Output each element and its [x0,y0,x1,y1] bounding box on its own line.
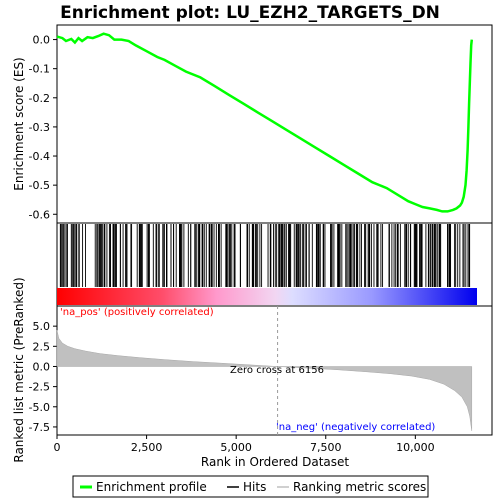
negative-correlation-label: 'na_neg' (negatively correlated) [276,422,435,433]
metric-y-tick-label: 0.0 [33,360,51,373]
enrichment-profile-line [56,32,474,213]
legend-profile-label: Enrichment profile [96,480,207,494]
x-tick-label: 5,000 [220,441,252,454]
x-tick-label: 10,000 [396,441,435,454]
es-y-tick-label: -0.2 [29,92,50,105]
legend-box [72,475,429,498]
metric-y-tick-label: -2.5 [29,381,50,394]
es-y-tick-label: -0.3 [29,121,50,134]
es-y-ticks: 0.0 -0.1 -0.2 -0.3 -0.4 -0.5 -0.6 [29,34,57,221]
es-y-tick-label: -0.6 [29,208,50,221]
es-y-tick-label: -0.4 [29,150,50,163]
x-tick-label: 7,500 [310,441,342,454]
x-tick-label: 0 [54,441,61,454]
metric-panel-frame [56,305,493,436]
x-axis-ticks: 0 2,500 5,000 7,500 10,000 [54,435,435,454]
chart-title: Enrichment plot: LU_EZH2_TARGETS_DN [60,3,440,23]
es-y-axis-label: Enrichment score (ES) [12,57,26,190]
es-y-tick-label: -0.5 [29,179,50,192]
legend-metric-label: Ranking metric scores [293,480,426,494]
metric-y-tick-label: -7.5 [29,421,50,434]
positive-correlation-label: 'na_pos' (positively correlated) [60,307,214,318]
es-y-tick-label: 0.0 [33,34,51,47]
metric-y-ticks: 5.0 2.5 0.0 -2.5 -5.0 -7.5 [29,320,57,434]
metric-y-axis-label: Ranked list metric (PreRanked) [12,277,26,462]
x-tick-label: 2,500 [131,441,163,454]
metric-y-tick-label: 5.0 [33,320,51,333]
ranking-metric-area [56,330,473,432]
es-y-tick-label: -0.1 [29,63,50,76]
metric-y-tick-label: -5.0 [29,401,50,414]
hits-group [59,224,471,287]
zero-cross-label: Zero cross at 6156 [230,365,324,376]
legend-hits-label: Hits [243,480,266,494]
x-axis-label: Rank in Ordered Dataset [201,455,349,469]
metric-y-tick-label: 2.5 [33,340,51,353]
rank-color-strip [57,288,477,305]
